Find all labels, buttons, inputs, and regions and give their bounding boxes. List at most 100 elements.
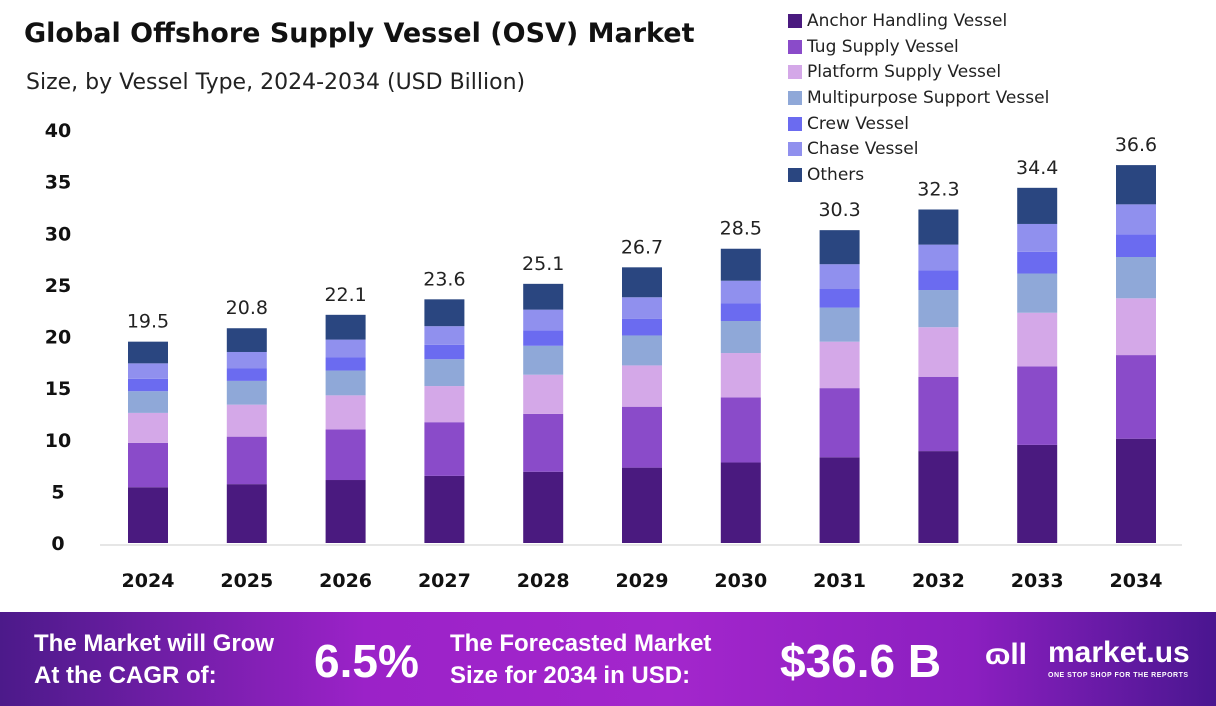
x-tick-label: 2030 bbox=[714, 570, 767, 592]
bar-segment bbox=[523, 413, 564, 472]
bar-segment bbox=[720, 303, 761, 322]
legend-label: Others bbox=[807, 164, 865, 185]
bar-segment bbox=[424, 326, 465, 345]
total-label: 25.1 bbox=[522, 253, 564, 275]
bar-segment bbox=[1116, 438, 1156, 543]
bar-segment bbox=[1116, 298, 1156, 356]
bar-segment bbox=[226, 328, 267, 352]
bar-segment bbox=[424, 359, 465, 387]
bar-segment bbox=[1116, 256, 1156, 299]
x-tick-label: 2027 bbox=[418, 570, 471, 592]
bar-segment bbox=[622, 267, 662, 298]
y-tick-label: 35 bbox=[45, 172, 71, 194]
legend-swatch bbox=[788, 116, 802, 131]
forecast-label-line2: Size for 2034 in USD: bbox=[450, 662, 691, 689]
legend-item: Platform Supply Vessel bbox=[788, 59, 1049, 85]
bar-segment bbox=[325, 357, 366, 371]
y-tick-label: 40 bbox=[45, 120, 71, 142]
bar-segment bbox=[720, 280, 761, 304]
bar-segment bbox=[424, 422, 465, 476]
legend-item: Others bbox=[788, 162, 1049, 188]
total-label: 20.8 bbox=[226, 297, 268, 319]
stacked-bar-chart: 051015202530354019.5202420.8202522.12026… bbox=[45, 120, 1182, 592]
total-label: 32.3 bbox=[917, 179, 959, 201]
bar-segment bbox=[819, 388, 860, 458]
bar-segment bbox=[1116, 204, 1156, 235]
bar-segment bbox=[1017, 312, 1058, 367]
legend-label: Crew Vessel bbox=[807, 113, 909, 134]
legend-item: Chase Vessel bbox=[788, 136, 1049, 162]
bar-segment bbox=[819, 307, 860, 342]
bar-segment bbox=[622, 318, 662, 336]
bar-segment bbox=[918, 290, 959, 328]
forecast-label: The Forecasted Market Size for 2034 in US… bbox=[450, 628, 711, 692]
cagr-label: The Market will Grow At the CAGR of: bbox=[34, 628, 274, 692]
bar-segment bbox=[918, 376, 959, 452]
bar-segment bbox=[1017, 366, 1058, 445]
bar-segment bbox=[128, 412, 168, 443]
bar-segment bbox=[128, 391, 168, 413]
bar-segment bbox=[918, 270, 959, 291]
bar-segment bbox=[1017, 251, 1058, 274]
chart-subtitle: Size, by Vessel Type, 2024-2034 (USD Bil… bbox=[26, 70, 526, 95]
legend-swatch bbox=[788, 13, 802, 28]
bar-segment bbox=[819, 289, 860, 308]
bar-segment bbox=[918, 327, 959, 377]
bar-segment bbox=[424, 299, 465, 327]
bar-segment bbox=[1116, 355, 1156, 439]
bar-segment bbox=[523, 345, 564, 375]
x-tick-label: 2033 bbox=[1011, 570, 1064, 592]
bar-segment bbox=[226, 484, 267, 543]
x-tick-label: 2028 bbox=[517, 570, 570, 592]
legend-label: Platform Supply Vessel bbox=[807, 62, 1002, 83]
forecast-label-line1: The Forecasted Market bbox=[450, 630, 712, 657]
y-tick-label: 25 bbox=[45, 275, 71, 297]
bar-segment bbox=[819, 264, 860, 290]
bar-segment bbox=[325, 339, 366, 358]
bar-segment bbox=[720, 321, 761, 354]
legend-swatch bbox=[788, 39, 802, 54]
bar-segment bbox=[128, 378, 168, 392]
bar-segment bbox=[128, 442, 168, 488]
brand-tagline: ONE STOP SHOP FOR THE REPORTS bbox=[1048, 672, 1189, 679]
bar-segment bbox=[325, 429, 366, 481]
bar-segment bbox=[523, 471, 564, 543]
bar-segment bbox=[523, 283, 564, 310]
x-tick-label: 2034 bbox=[1110, 570, 1163, 592]
total-label: 26.7 bbox=[621, 236, 663, 258]
bar-segment bbox=[128, 341, 168, 364]
bar-segment bbox=[720, 397, 761, 463]
y-tick-label: 10 bbox=[45, 430, 71, 452]
y-tick-label: 0 bbox=[51, 533, 64, 555]
cagr-value: 6.5% bbox=[314, 635, 419, 687]
legend-label: Anchor Handling Vessel bbox=[807, 10, 1008, 31]
bar-segment bbox=[819, 341, 860, 389]
chart-title: Global Offshore Supply Vessel (OSV) Mark… bbox=[24, 18, 695, 49]
bar-segment bbox=[325, 395, 366, 430]
total-label: 19.5 bbox=[127, 311, 169, 333]
bar-segment bbox=[523, 374, 564, 414]
legend-label: Chase Vessel bbox=[807, 139, 919, 160]
bar-segment bbox=[325, 480, 366, 543]
bar-segment bbox=[226, 380, 267, 405]
bar-segment bbox=[1017, 444, 1058, 543]
x-tick-label: 2024 bbox=[122, 570, 175, 592]
legend-label: Tug Supply Vessel bbox=[807, 36, 959, 57]
bar-segment bbox=[424, 475, 465, 543]
legend-item: Crew Vessel bbox=[788, 111, 1049, 137]
bar-segment bbox=[1017, 223, 1058, 252]
bar-segment bbox=[424, 386, 465, 423]
bar-segment bbox=[226, 404, 267, 437]
bar-segment bbox=[622, 297, 662, 319]
legend: Anchor Handling Vessel Tug Supply Vessel P… bbox=[788, 8, 1049, 188]
total-label: 23.6 bbox=[423, 268, 465, 290]
legend-label: Multipurpose Support Vessel bbox=[807, 87, 1050, 108]
total-label: 30.3 bbox=[818, 199, 860, 221]
legend-swatch bbox=[788, 167, 802, 182]
summary-banner: The Market will Grow At the CAGR of: 6.5%… bbox=[0, 612, 1216, 706]
bar-segment bbox=[622, 335, 662, 366]
legend-item: Tug Supply Vessel bbox=[788, 34, 1049, 60]
bar-segment bbox=[918, 209, 959, 245]
bar-segment bbox=[622, 406, 662, 468]
bar-segment bbox=[819, 230, 860, 265]
